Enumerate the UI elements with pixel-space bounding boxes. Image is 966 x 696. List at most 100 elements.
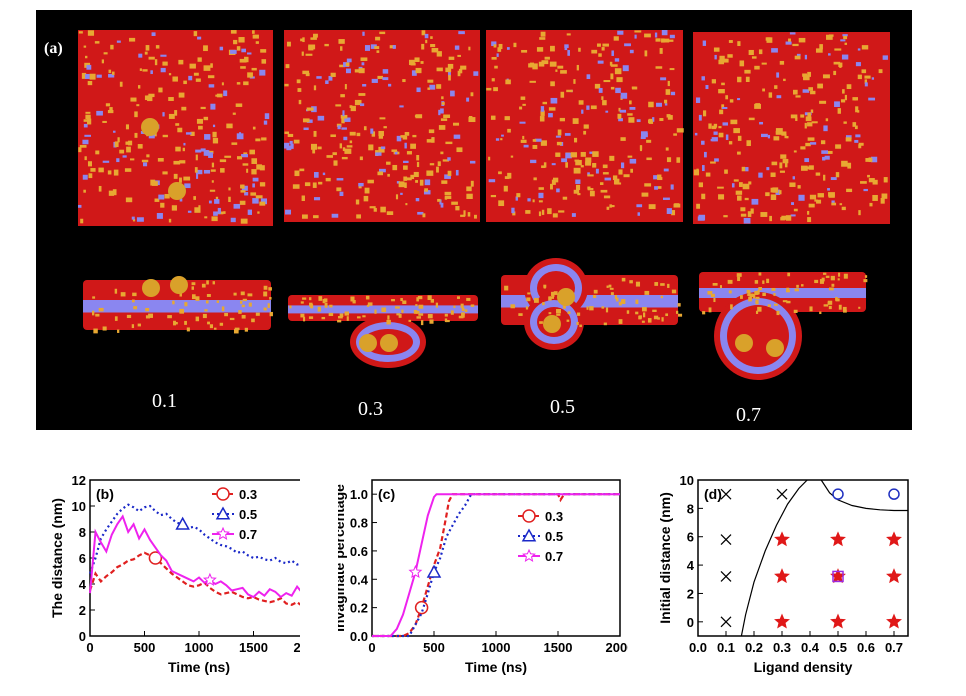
phase-boundary <box>740 479 808 637</box>
x-axis-label: Time (ns) <box>168 659 230 675</box>
phase-diagram-chart: 0.0 0.1 0.2 0.3 0.4 0.5 0.6 0.7 0 2 4 6 8 10 Ligand de… <box>657 473 909 675</box>
marker-circle <box>888 488 900 500</box>
phase-boundary <box>820 479 908 512</box>
marker-star <box>202 572 217 587</box>
marker-star <box>830 613 846 629</box>
legend-label: 0.5 <box>545 529 563 544</box>
nanoparticle <box>359 334 377 352</box>
marker-circle <box>148 551 163 565</box>
nanoparticle <box>141 118 159 136</box>
y-tick-label: 0 <box>687 615 694 630</box>
legend-label: 0.7 <box>545 549 563 564</box>
y-tick-label: 1.0 <box>350 487 368 502</box>
nanoparticle <box>766 339 784 357</box>
y-tick-label: 6 <box>687 530 694 545</box>
side-view-snapshot <box>501 258 683 350</box>
marker-cross <box>720 534 732 545</box>
y-tick-label: 10 <box>680 473 694 488</box>
x-tick-label: 0.3 <box>773 640 791 655</box>
density-label-0.1: 0.1 <box>152 390 177 412</box>
y-tick-label: 12 <box>72 473 86 488</box>
x-tick-label: 0.2 <box>745 640 763 655</box>
x-tick-label: 0.6 <box>857 640 875 655</box>
x-tick-label: 500 <box>134 640 156 655</box>
y-tick-label: 0.6 <box>350 544 368 559</box>
top-view-snapshot <box>78 30 273 226</box>
x-tick-label: 0.5 <box>829 640 847 655</box>
panel-label: (b) <box>96 486 114 502</box>
plot-frame <box>371 479 621 637</box>
marker-square <box>832 570 844 583</box>
density-label-0.3: 0.3 <box>358 398 383 420</box>
x-tick-label: 1500 <box>239 640 268 655</box>
x-tick-label: 0 <box>368 640 375 655</box>
top-view-snapshot <box>284 30 480 222</box>
series-line-0.5 <box>88 503 300 574</box>
y-axis-label: Initial distance (nm) <box>657 492 673 623</box>
x-tick-label: 0.0 <box>689 640 707 655</box>
legend-label: 0.7 <box>239 527 257 542</box>
y-tick-label: 2 <box>79 603 86 618</box>
marker-star <box>774 531 790 547</box>
side-view-snapshot <box>699 272 868 380</box>
nanoparticle <box>142 279 160 297</box>
marker-cross <box>720 616 732 628</box>
y-tick-label: 8 <box>687 501 694 516</box>
panel-a-label: (a) <box>44 40 63 57</box>
x-axis-label: Time (ns) <box>465 659 527 675</box>
top-view-snapshot <box>693 32 890 224</box>
marker-triangle <box>426 564 442 578</box>
top-view-snapshot <box>486 30 684 222</box>
marker-star <box>830 531 846 547</box>
plot-frame <box>89 479 300 637</box>
y-axis-label: The distance (nm) <box>49 498 65 618</box>
y-tick-label: 2 <box>687 586 694 601</box>
legend-label: 0.3 <box>545 509 563 524</box>
nanoparticle <box>543 315 561 333</box>
y-tick-label: 4 <box>79 577 87 592</box>
x-tick-label: 1500 <box>544 640 573 655</box>
y-axis-label: Invaginate percentage <box>338 484 347 632</box>
side-view-snapshot <box>83 276 273 334</box>
marker-star <box>216 526 230 540</box>
marker-cross <box>720 571 732 582</box>
marker-triangle <box>521 528 537 542</box>
simulation-snapshots-panel: (a) 0.1 0.3 0.5 0.7 <box>36 10 912 430</box>
legend-label: 0.5 <box>239 507 257 522</box>
panel-label: (c) <box>378 486 395 502</box>
snapshot-images <box>78 30 890 380</box>
nanoparticle <box>380 334 398 352</box>
marker-star <box>774 568 790 584</box>
marker-circle <box>216 487 230 501</box>
series-line-0.7 <box>89 514 300 599</box>
y-tick-label: 0 <box>79 629 86 644</box>
marker-star <box>774 613 790 629</box>
marker-cross <box>720 488 732 500</box>
y-tick-label: 4 <box>687 558 695 573</box>
marker-cross <box>776 488 788 500</box>
x-tick-label: 0.7 <box>885 640 903 655</box>
marker-star <box>886 568 902 584</box>
series-line-0.5 <box>372 493 620 638</box>
x-tick-label: 0.1 <box>717 640 735 655</box>
nanoparticle <box>170 276 188 294</box>
marker-star <box>886 613 902 629</box>
nanoparticle <box>168 182 186 200</box>
plot-frame <box>697 479 909 637</box>
nanoparticle <box>735 334 753 352</box>
density-label-0.7: 0.7 <box>736 404 761 426</box>
panel-label: (d) <box>704 486 722 502</box>
marker-star <box>886 531 902 547</box>
marker-star <box>408 564 423 579</box>
y-tick-label: 0.8 <box>350 516 368 531</box>
marker-star <box>522 548 536 562</box>
y-tick-label: 0.2 <box>350 601 368 616</box>
y-tick-label: 0.4 <box>350 572 369 587</box>
y-tick-label: 6 <box>79 551 86 566</box>
y-tick-label: 8 <box>79 525 86 540</box>
series-line-0.3 <box>372 493 620 638</box>
x-tick-label: 500 <box>423 640 445 655</box>
y-tick-label: 10 <box>72 499 86 514</box>
